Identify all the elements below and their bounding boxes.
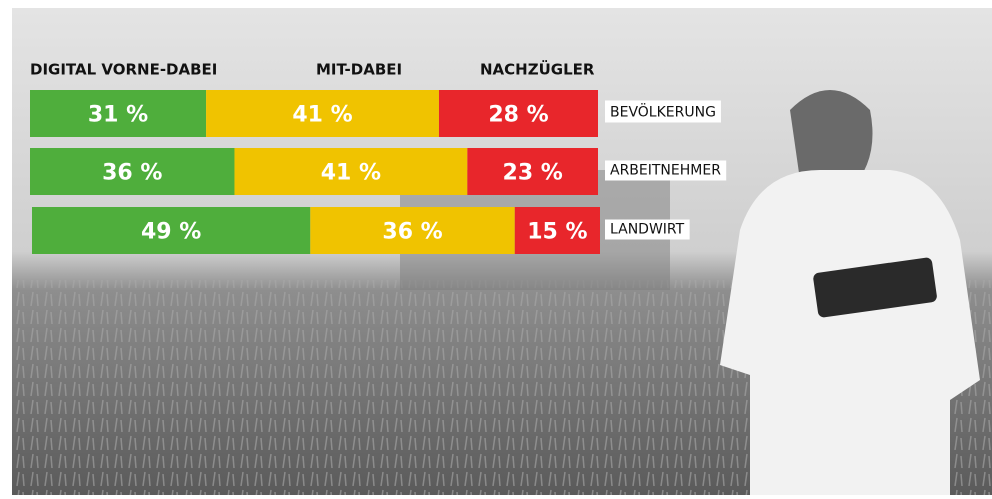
value-label: 41 % — [321, 161, 381, 186]
chart: DIGITAL VORNE-DABEI MIT-DABEI NACHZÜGLER… — [0, 0, 992, 495]
category-label: LANDWIRT — [610, 222, 685, 238]
value-label: 28 % — [488, 103, 548, 128]
value-label: 49 % — [141, 220, 201, 245]
value-label: 15 % — [527, 220, 587, 245]
category-label: ARBEITNEHMER — [610, 163, 721, 179]
value-label: 36 % — [102, 161, 162, 186]
category-label: BEVÖLKERUNG — [610, 103, 716, 121]
legend-label: MIT-DABEI — [316, 61, 402, 79]
value-label: 41 % — [292, 103, 352, 128]
legend-label: NACHZÜGLER — [480, 60, 595, 79]
value-label: 36 % — [382, 220, 442, 245]
legend-label: DIGITAL VORNE-DABEI — [30, 61, 217, 79]
value-label: 23 % — [503, 161, 563, 186]
credit-strip — [0, 0, 12, 495]
value-label: 31 % — [88, 103, 148, 128]
